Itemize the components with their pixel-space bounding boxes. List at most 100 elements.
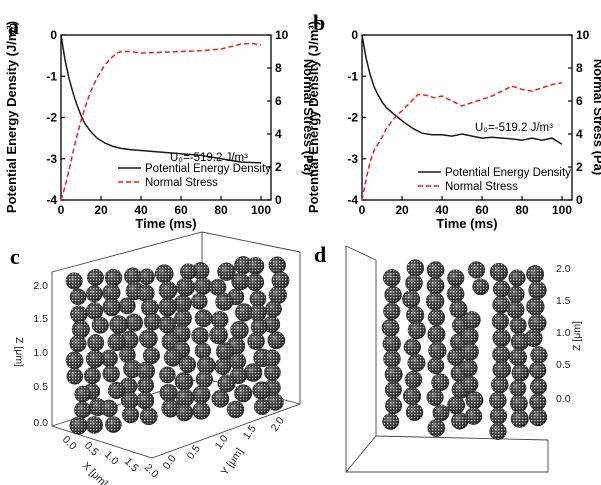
particle-shading bbox=[428, 341, 447, 360]
particle-shading bbox=[489, 422, 507, 440]
y-tick-c-1: 0.5 bbox=[185, 443, 203, 462]
particle-shading bbox=[74, 401, 91, 419]
particle-shading bbox=[102, 298, 121, 317]
normal-stress-line bbox=[361, 82, 563, 201]
y-axis-right-title-b: Normal Stress (Pa) bbox=[591, 59, 601, 175]
y-left-tick-label: -4 bbox=[46, 193, 57, 207]
particle-shading bbox=[510, 410, 529, 428]
y-right-tick-label: 0 bbox=[576, 193, 583, 207]
particle-shading bbox=[528, 314, 547, 333]
particle-shading bbox=[85, 416, 103, 434]
particle-cloud-c bbox=[65, 256, 290, 435]
particle-shading bbox=[125, 313, 143, 332]
y-right-tick-label: 2 bbox=[275, 160, 282, 174]
particle-shading bbox=[235, 303, 254, 322]
particle-shading bbox=[402, 290, 420, 308]
particle-shading bbox=[426, 388, 444, 406]
particle-shading bbox=[509, 317, 527, 334]
y-left-tick-label: -3 bbox=[347, 152, 358, 166]
particle-shading bbox=[465, 391, 484, 409]
particle-shading bbox=[119, 346, 136, 363]
x-tick-label: 20 bbox=[94, 203, 108, 217]
particle-shading bbox=[192, 385, 211, 404]
particle-shading bbox=[108, 382, 125, 399]
particle-shading bbox=[158, 315, 176, 334]
particle-shading bbox=[465, 407, 483, 425]
z-tick-d-4: 0.0 bbox=[556, 393, 571, 405]
y-right-tick-label: 4 bbox=[576, 127, 583, 141]
y-right-tick-label: 10 bbox=[576, 28, 590, 42]
y-right-tick-label: 8 bbox=[576, 61, 583, 75]
particle-shading bbox=[403, 338, 421, 356]
particle-shading bbox=[175, 404, 193, 422]
x-tick-label: 0 bbox=[359, 203, 366, 217]
particle-shading bbox=[209, 279, 227, 296]
particle-shading bbox=[121, 391, 139, 410]
z-axis-title-c: Z [μm] bbox=[13, 337, 25, 367]
particle-shading bbox=[528, 281, 547, 300]
z-tick-d-0: 2.0 bbox=[556, 263, 571, 275]
particle-shading bbox=[384, 286, 402, 304]
particle-shading bbox=[139, 329, 158, 348]
particle-shading bbox=[66, 368, 83, 385]
particle-shading bbox=[246, 257, 265, 275]
particle-shading bbox=[406, 259, 424, 277]
y-left-tick-label: 0 bbox=[351, 28, 358, 42]
panel-label-c: c bbox=[10, 244, 20, 269]
particle-shading bbox=[100, 399, 118, 417]
particle-shading bbox=[266, 393, 284, 411]
particle-shading bbox=[451, 412, 469, 430]
x-tick-label: 40 bbox=[134, 203, 148, 217]
particle-shading bbox=[136, 361, 155, 381]
particle-shading bbox=[141, 299, 159, 317]
particle-shading bbox=[87, 269, 104, 286]
y-right-tick-label: 2 bbox=[576, 160, 583, 174]
particle-shading bbox=[426, 277, 445, 295]
particle-shading bbox=[407, 321, 426, 340]
normal-stress-line bbox=[60, 42, 262, 201]
particle-shading bbox=[176, 277, 195, 297]
energy-annotation-a: U₀=-519.2 J/m³ bbox=[170, 152, 248, 164]
particle-shading bbox=[174, 372, 194, 391]
particle-shading bbox=[174, 309, 192, 328]
particle-shading bbox=[161, 399, 180, 418]
particle-shading bbox=[155, 264, 174, 283]
particle-shading bbox=[265, 300, 282, 318]
x-tick-c-0: 0.0 bbox=[60, 434, 79, 453]
particle-shading bbox=[246, 273, 264, 291]
z-tick-d-1: 1.5 bbox=[556, 295, 571, 307]
particle-shading bbox=[143, 347, 160, 364]
z-tick-d-2: 1.0 bbox=[556, 327, 571, 339]
y-left-tick-label: -2 bbox=[46, 111, 57, 125]
y-left-tick-label: 0 bbox=[50, 28, 57, 42]
z-tick-c-0: 0.0 bbox=[33, 417, 48, 429]
particle-shading bbox=[194, 342, 211, 359]
particle-shading bbox=[493, 280, 510, 298]
x-axis-title-a: Time (ms) bbox=[135, 216, 196, 231]
particle-shading bbox=[91, 316, 109, 334]
particle-shading bbox=[137, 377, 154, 394]
particle-shading bbox=[383, 350, 401, 368]
y-axis-left-title-b: Potential Energy Density (J/m³) bbox=[306, 21, 321, 213]
particle-shading bbox=[446, 285, 465, 303]
x-tick-label: 100 bbox=[552, 203, 572, 217]
particle-shading bbox=[508, 269, 526, 287]
particle-shading bbox=[427, 325, 446, 344]
particle-shading bbox=[463, 311, 481, 329]
particle-shading bbox=[124, 267, 142, 285]
particle-shading bbox=[191, 293, 208, 310]
particle-shading bbox=[231, 272, 250, 291]
particle-shading bbox=[406, 306, 425, 324]
particle-shading bbox=[194, 277, 212, 295]
particle-shading bbox=[385, 397, 402, 414]
x-axis-title-c: X [μm] bbox=[80, 460, 110, 485]
x-tick-c-3: 1.5 bbox=[122, 456, 141, 475]
particle-shading bbox=[268, 286, 287, 304]
particle-shading bbox=[65, 272, 83, 290]
panel-label-d: d bbox=[314, 242, 326, 267]
particle-shading bbox=[490, 407, 507, 425]
particle-shading bbox=[491, 312, 509, 330]
x-tick-c-2: 1.0 bbox=[102, 449, 121, 468]
particle-shading bbox=[431, 373, 449, 392]
